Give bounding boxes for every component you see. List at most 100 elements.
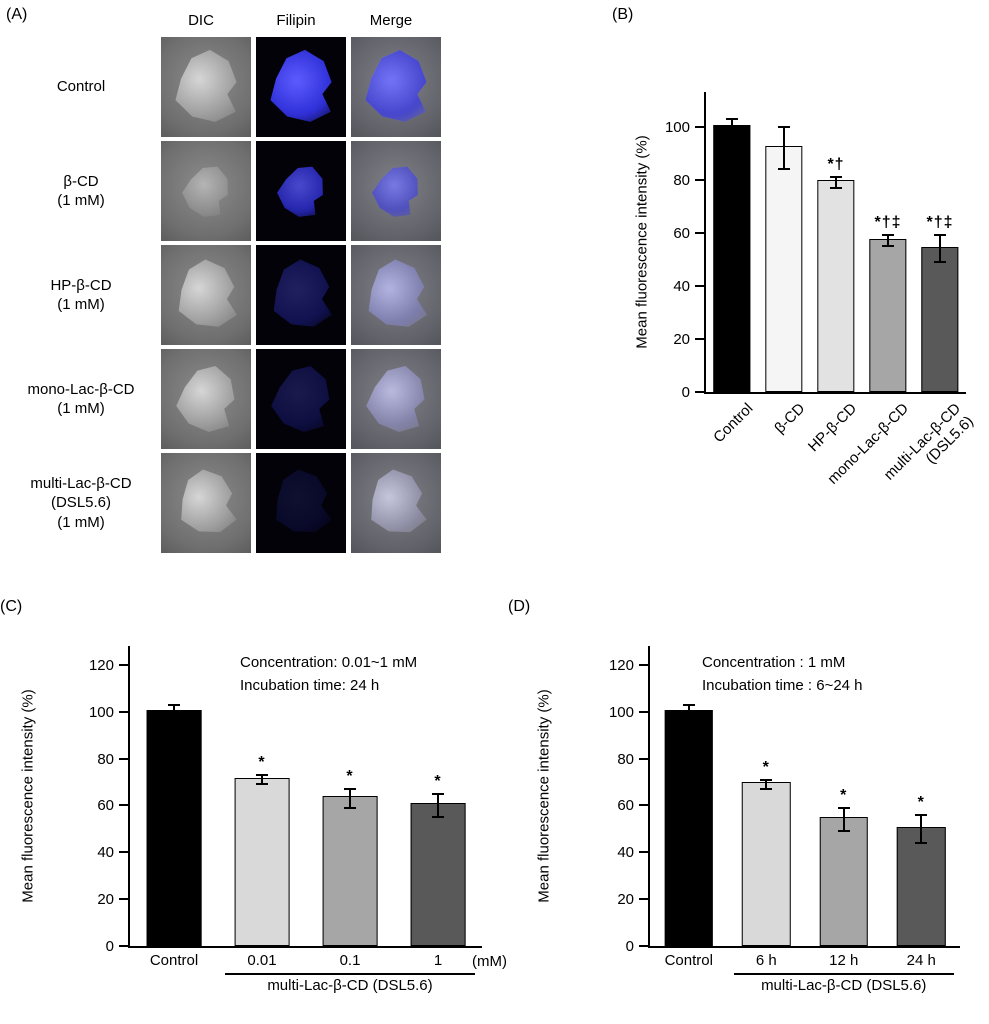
bar-slot: Control — [650, 646, 728, 969]
significance-marker: *† — [827, 155, 845, 173]
y-tick: 40 — [97, 844, 128, 861]
panel-b: (B) Mean fluorescence intensity (%) 0 20 4… — [612, 6, 989, 592]
bar-slot: β-CD — [758, 92, 810, 437]
filipin-stain — [354, 250, 438, 339]
bar-slot: * 6 h — [728, 646, 806, 969]
row-label: mono-Lac-β-CD (1 mM) — [6, 380, 156, 419]
micro-column-headers: DIC Filipin Merge — [156, 6, 476, 29]
text-line: Control — [56, 78, 106, 96]
panel-b-plot-area: 0 20 40 60 80 100 Control β-CD *† HP-β-CD *†‡ mono-… — [665, 92, 977, 488]
error-bar — [835, 176, 837, 188]
panel-b-y-axis-label: Mean fluorescence intensity (%) — [633, 135, 651, 349]
error-bar-cap — [726, 133, 738, 136]
y-tick-label: 100 — [608, 703, 634, 721]
micro-row: mono-Lac-β-CD (1 mM) — [6, 349, 476, 449]
text-line: Incubation time : 6~24 h — [702, 676, 863, 694]
error-bar-cap — [882, 234, 894, 237]
text-line: (1 mM) — [57, 400, 105, 417]
dic-image — [161, 37, 251, 137]
text-line: mono-Lac-β-CD — [27, 380, 135, 398]
text-line: β-CD — [63, 172, 99, 190]
error-bar-cap — [256, 773, 268, 776]
filipin-stain — [259, 459, 343, 547]
bar — [322, 796, 378, 946]
error-bar-cap — [726, 117, 738, 120]
text-line: Concentration: 0.01~1 mM — [240, 654, 418, 671]
group-underline — [225, 973, 475, 975]
text-line: β-CD — [771, 400, 809, 437]
significance-marker: * — [346, 767, 354, 785]
y-tick: 100 — [89, 704, 128, 721]
x-tick-label: Control — [650, 946, 728, 970]
error-bar-cap — [432, 816, 444, 819]
y-tick-label: 60 — [97, 797, 114, 815]
bar — [897, 826, 946, 946]
y-tick: 60 — [97, 797, 128, 814]
text-line: (1 mM) — [57, 296, 105, 313]
filipin-stain — [362, 155, 431, 227]
text-line: (DSL5.6) — [50, 494, 112, 512]
chart-annotation: Concentration: 0.01~1 mM Incubation time:… — [240, 652, 417, 697]
panel-c-plot-area: 0 20 40 60 80 100 120 Control * 0.01 * 0.1 * 1 (mM) Con… — [89, 646, 507, 994]
y-tick-label: 100 — [88, 703, 114, 721]
panel-d-label: (D) — [508, 598, 531, 615]
error-bar — [349, 788, 351, 808]
text-line: 0.01 — [247, 952, 277, 969]
error-bar-cap — [830, 175, 842, 178]
panel-a: (A) DIC Filipin Merge Control β-CD (1 mM) H… — [6, 6, 476, 592]
filipin-stain — [267, 155, 336, 227]
text-line: multi-Lac-β-CD — [30, 474, 132, 492]
column-header-dic: DIC — [188, 12, 214, 29]
x-tick-label: 1 — [394, 946, 482, 970]
text-line: Control — [149, 952, 199, 969]
y-tick: 0 — [626, 938, 648, 955]
significance-marker: * — [917, 793, 925, 811]
y-tick: 0 — [106, 938, 128, 955]
micro-row: multi-Lac-β-CD (DSL5.6) (1 mM) — [6, 453, 476, 553]
panel-d-plot-area: 0 20 40 60 80 100 120 Control * 6 h * 12 h * 24 h Conc… — [609, 646, 961, 994]
bar — [713, 124, 751, 392]
filipin-stain — [357, 357, 435, 440]
text-line: Concentration : 1 mM — [702, 654, 846, 671]
y-tick: 60 — [617, 797, 648, 814]
significance-marker: *†‡ — [926, 214, 954, 232]
filipin-stain — [356, 44, 436, 130]
y-tick-label: 0 — [105, 938, 114, 955]
bar — [410, 803, 466, 946]
bar — [817, 180, 855, 392]
error-bar — [765, 779, 768, 789]
text-line: Incubation time: 24 h — [240, 676, 380, 694]
y-tick: 120 — [609, 657, 648, 674]
panel-c-label: (C) — [0, 598, 23, 615]
error-bar — [173, 704, 175, 719]
significance-marker: * — [762, 758, 770, 776]
x-tick-label: Control — [130, 946, 218, 970]
error-bar-cap — [837, 806, 850, 809]
merge-image — [351, 245, 441, 345]
bar — [234, 777, 290, 946]
bar-slot: * 1 — [394, 646, 482, 969]
y-tick: 60 — [673, 225, 704, 242]
error-bar — [687, 704, 690, 719]
filipin-image — [256, 141, 346, 241]
error-bar — [437, 793, 439, 818]
y-tick: 0 — [682, 384, 704, 401]
x-tick-label: 24 h — [883, 946, 961, 970]
bar-slot: Control — [706, 92, 758, 446]
text-line: 1 — [433, 952, 443, 969]
micro-rows: Control β-CD (1 mM) HP-β-CD (1 mM) mono-Lac-β… — [6, 37, 476, 553]
significance-marker: *†‡ — [874, 214, 902, 232]
y-tick-label: 80 — [617, 750, 634, 768]
row-label: HP-β-CD (1 mM) — [6, 276, 156, 315]
y-tick-label: 60 — [673, 224, 690, 242]
error-bar — [842, 807, 845, 832]
y-tick-label: 60 — [617, 797, 634, 815]
bar — [765, 145, 803, 392]
error-bar — [731, 118, 733, 135]
bar-slot: * 24 h — [883, 646, 961, 969]
bar-slot: * 12 h — [805, 646, 883, 969]
cell-shape — [172, 155, 241, 227]
row-label: β-CD (1 mM) — [6, 172, 156, 211]
x-axis-unit: (mM) — [472, 953, 507, 970]
panel-d: (D) Mean fluorescence intensity (%) 0 20 4… — [508, 598, 989, 1024]
